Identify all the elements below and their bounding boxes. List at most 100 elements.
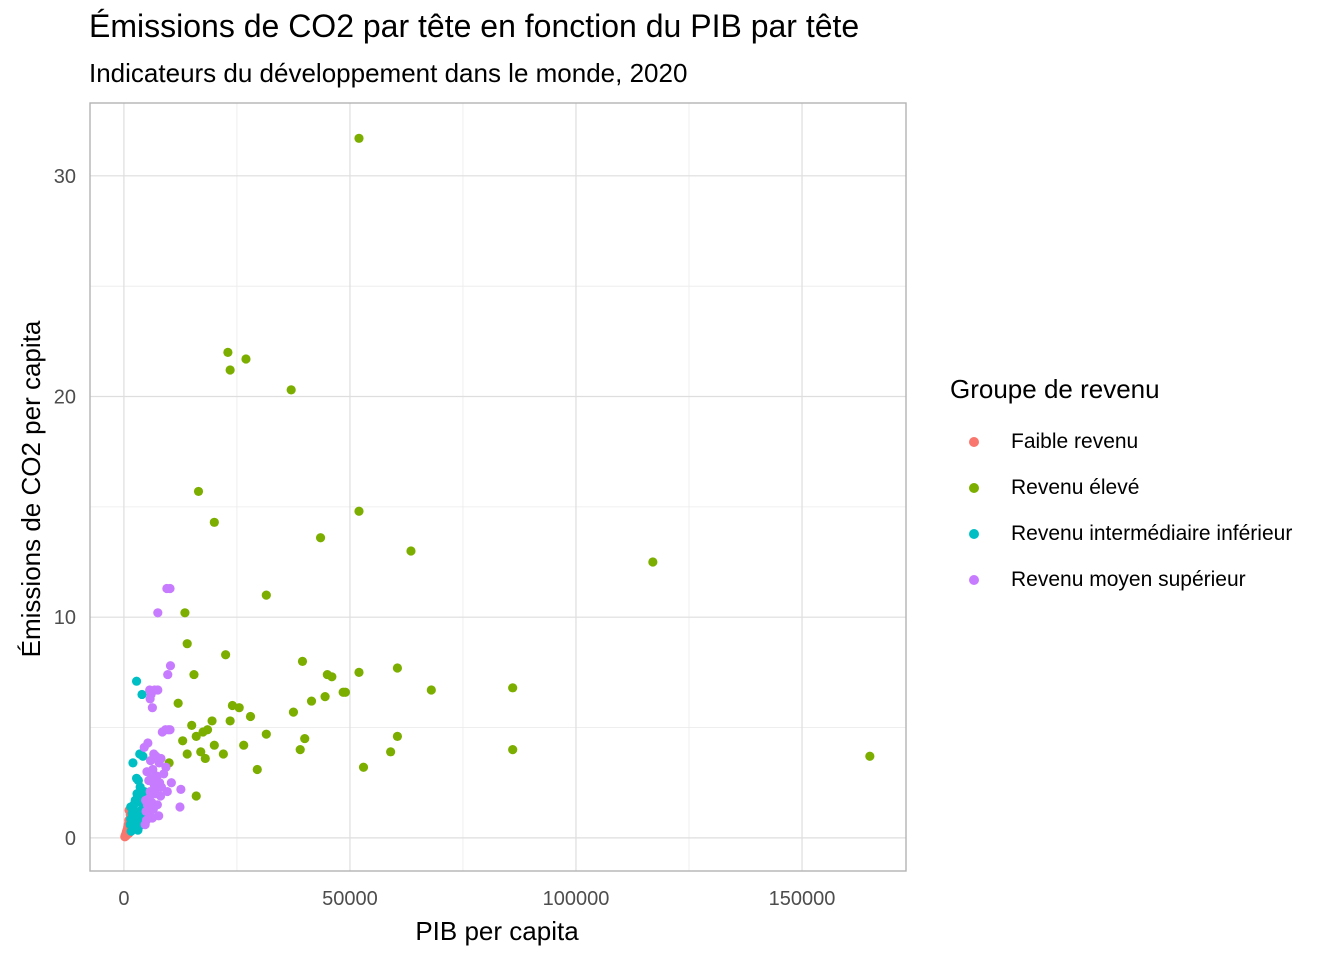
data-point-revenu-eleve [234,703,244,713]
data-point-revenu-eleve [340,687,351,697]
data-point-revenu-eleve [196,747,206,757]
data-point-revenu-eleve [180,608,190,618]
data-point-revenu-moyen-superieur [155,791,166,801]
legend-key-faible-revenu [969,437,979,447]
data-point-revenu-moyen-superieur [142,767,152,777]
data-point-revenu-eleve [209,517,219,527]
x-axis-ticks: 0 50000 100000 150000 [118,888,835,910]
data-point-revenu-eleve [306,696,317,706]
data-point-revenu-eleve [178,736,188,746]
x-tick-label: 100000 [543,888,610,910]
data-point-revenu-eleve [209,740,219,750]
legend-key-revenu-intermediaire-inferieur [969,529,979,539]
data-point-revenu-eleve [354,667,364,677]
data-point-revenu-moyen-superieur [147,703,157,713]
chart-title: Émissions de CO2 par tête en fonction du… [89,8,860,44]
legend-key-revenu-eleve [969,483,979,493]
x-tick-label: 150000 [769,888,836,910]
data-point-revenu-moyen-superieur [163,669,173,680]
y-axis-ticks: 0 10 20 30 [54,166,76,850]
data-point-revenu-eleve [218,749,228,759]
data-point-revenu-eleve [225,716,235,726]
data-point-revenu-eleve [320,692,330,702]
legend-label: Revenu moyen supérieur [1011,568,1246,591]
legend-item-revenu-moyen-superieur: Revenu moyen supérieur [950,557,1292,603]
data-point-revenu-moyen-superieur [165,661,176,671]
data-point-revenu-intermediaire-inferieur [138,751,148,761]
data-point-revenu-eleve [648,557,658,567]
data-point-revenu-intermediaire-inferieur [131,676,142,686]
data-point-revenu-eleve [191,731,201,741]
data-point-revenu-eleve [221,650,231,660]
legend: Groupe de revenu Faible revenu Revenu él… [950,374,1292,603]
y-tick-label: 30 [54,166,76,188]
y-tick-label: 20 [54,387,76,409]
data-point-revenu-intermediaire-inferieur [133,825,143,835]
data-point-revenu-moyen-superieur [166,778,176,788]
data-point-revenu-eleve [187,720,197,730]
data-point-revenu-eleve [358,762,369,772]
data-point-revenu-moyen-superieur [176,784,186,794]
data-point-revenu-eleve [261,590,271,600]
data-point-revenu-eleve [354,506,364,516]
data-point-revenu-eleve [173,698,183,708]
data-point-revenu-eleve [191,791,201,801]
data-point-revenu-eleve [327,672,337,682]
data-point-revenu-moyen-superieur [157,727,167,737]
data-point-revenu-moyen-superieur [153,608,163,618]
data-point-revenu-intermediaire-inferieur [125,820,135,830]
grid-lines [90,103,906,871]
data-point-revenu-eleve [252,764,262,775]
data-point-revenu-eleve [239,740,249,750]
data-point-revenu-eleve [392,731,403,741]
data-point-revenu-eleve [223,347,233,357]
data-point-revenu-moyen-superieur [175,802,185,812]
data-point-revenu-moyen-superieur [140,820,150,830]
data-point-revenu-eleve [245,711,256,722]
data-point-revenu-eleve [261,729,271,739]
legend-label: Revenu intermédiaire inférieur [1011,522,1293,545]
y-tick-label: 0 [65,828,76,850]
legend-item-revenu-eleve: Revenu élevé [950,465,1292,511]
data-point-revenu-eleve [297,656,308,666]
data-point-revenu-eleve [241,354,251,364]
data-point-revenu-eleve [182,749,192,759]
data-point-revenu-eleve [200,753,210,764]
legend-key-revenu-moyen-superieur [969,575,979,585]
data-point-revenu-moyen-superieur [162,786,172,797]
legend-item-revenu-intermediaire-inferieur: Revenu intermédiaire inférieur [950,511,1292,557]
y-axis-title: Émissions de CO2 per capita [16,320,46,657]
data-point-revenu-eleve [315,533,326,543]
data-point-revenu-eleve [286,385,296,395]
data-point-revenu-eleve [198,727,208,737]
y-tick-label: 10 [54,607,76,629]
data-point-revenu-eleve [189,669,199,680]
data-point-revenu-eleve [406,546,416,556]
data-point-revenu-intermediaire-inferieur [137,689,147,700]
data-point-revenu-eleve [508,683,518,693]
data-point-revenu-eleve [182,639,192,649]
data-point-revenu-intermediaire-inferieur [128,758,138,768]
data-point-revenu-eleve [288,707,299,717]
legend-title: Groupe de revenu [950,374,1160,404]
data-point-revenu-eleve [300,733,310,744]
data-point-revenu-eleve [295,745,305,755]
data-point-revenu-moyen-superieur [153,685,163,695]
legend-label: Revenu élevé [1011,476,1140,499]
data-point-revenu-eleve [193,486,204,497]
data-point-revenu-eleve [354,133,364,143]
plot-panel [90,103,906,871]
data-point-revenu-eleve [207,716,217,726]
data-point-revenu-moyen-superieur [145,694,155,704]
data-point-revenu-moyen-superieur [147,813,157,823]
data-point-revenu-moyen-superieur [139,742,149,753]
data-point-revenu-moyen-superieur [165,583,175,594]
data-point-revenu-eleve [225,365,235,375]
data-point-revenu-eleve [865,751,875,761]
x-tick-label: 50000 [322,888,378,910]
data-point-revenu-eleve [386,747,396,757]
data-point-revenu-moyen-superieur [145,756,156,766]
chart-subtitle: Indicateurs du développement dans le mon… [89,58,688,88]
x-tick-label: 0 [118,888,129,910]
